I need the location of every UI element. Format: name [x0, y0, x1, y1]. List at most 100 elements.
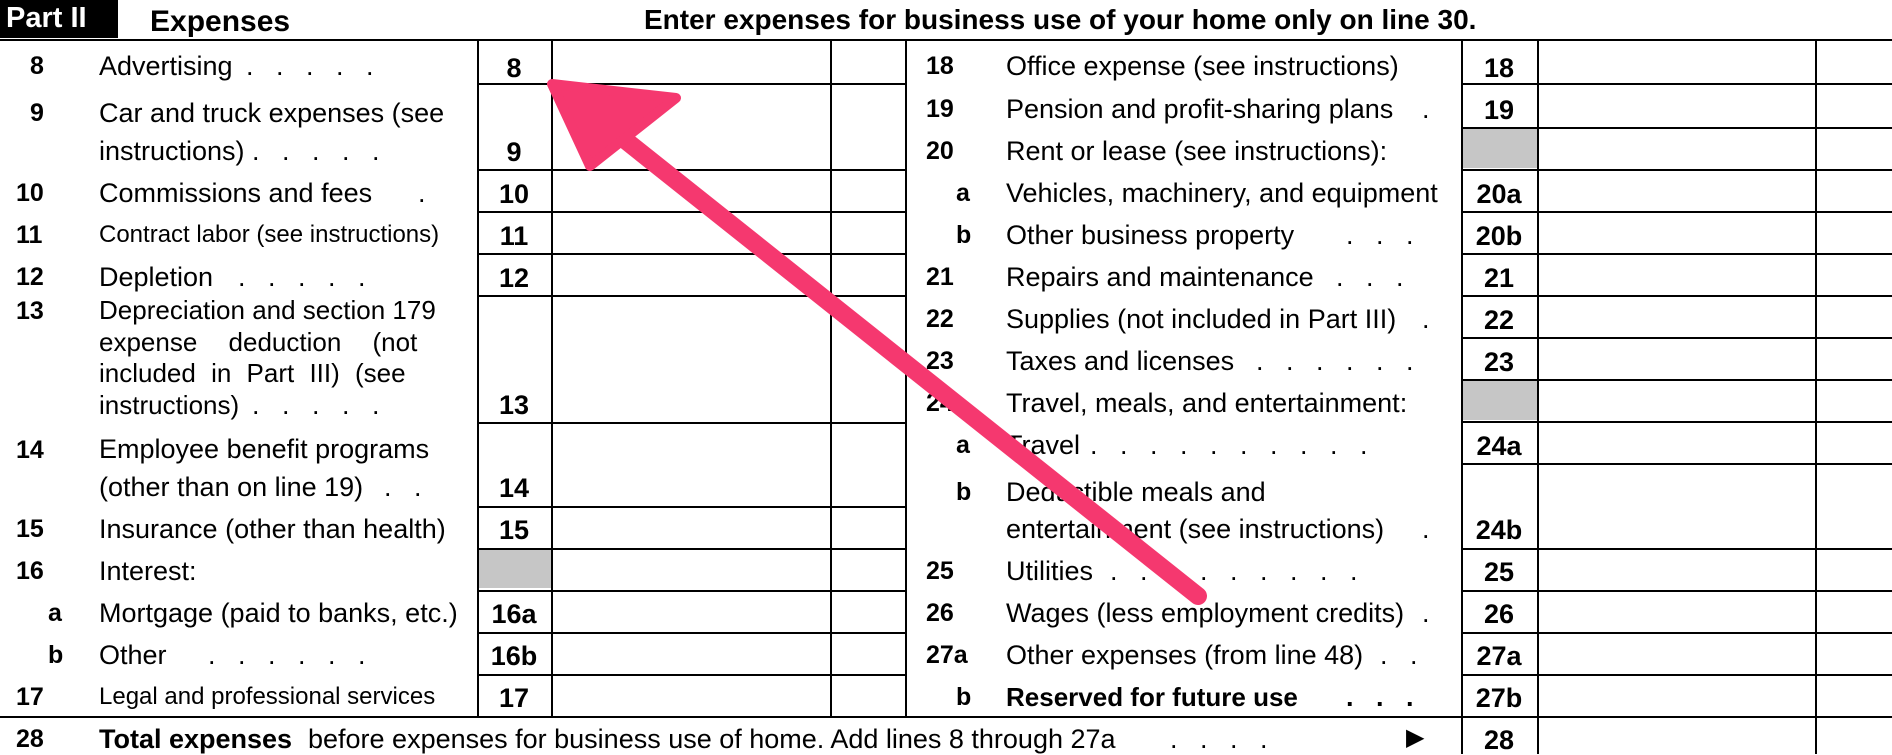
leader-dots: .: [1422, 598, 1430, 628]
line-number-17: 17: [16, 683, 44, 711]
leader-dots: . . . . . .: [208, 640, 366, 670]
amount-field-20b[interactable]: [1539, 212, 1892, 252]
grid-line: [1461, 41, 1463, 754]
amount-field-27b[interactable]: [1539, 675, 1892, 715]
leader-dots: . . . . .: [252, 136, 380, 166]
line-label-27a: Other expenses (from line 48): [1006, 640, 1364, 670]
amount-field-21[interactable]: [1539, 254, 1892, 294]
grid-line: [477, 295, 907, 297]
line-label-14b: (other than on line 19): [99, 472, 364, 502]
line-label-9a: Car and truck expenses (see: [99, 98, 445, 128]
line-label-13d: instructions): [99, 390, 240, 420]
line-number-27b: b: [956, 683, 972, 711]
line-code-16b: 16b: [490, 641, 538, 671]
amount-field-27a[interactable]: [1539, 633, 1892, 673]
amount-field-14[interactable]: [553, 423, 905, 505]
amount-field-15[interactable]: [553, 507, 905, 547]
grid-line: [1461, 169, 1892, 171]
grid-line: [477, 674, 907, 676]
line-number-24b: b: [956, 478, 972, 506]
line-code-20a: 20a: [1476, 179, 1522, 209]
amount-field-9[interactable]: [553, 84, 905, 168]
amount-field-16a[interactable]: [553, 591, 905, 631]
total-label-rest: before expenses for business use of home…: [308, 724, 1116, 754]
line-label-13a: Depreciation and section 179: [99, 295, 436, 325]
line-code-11: 11: [499, 221, 529, 251]
amount-field-24b[interactable]: [1539, 464, 1892, 547]
line-number-16b: b: [48, 641, 64, 669]
line-code-17: 17: [498, 683, 530, 713]
grid-line: [1461, 337, 1892, 339]
leader-dots: . . .: [1336, 262, 1404, 292]
amount-field-19[interactable]: [1539, 84, 1892, 124]
grid-line: [1537, 41, 1539, 754]
amount-field-22[interactable]: [1539, 296, 1892, 336]
line-code-18: 18: [1483, 53, 1515, 83]
line-label-27b: Reserved for future use: [1006, 682, 1298, 712]
amount-field-10[interactable]: [553, 170, 905, 210]
line-number-20b: b: [956, 221, 972, 249]
line-label-11: Contract labor (see instructions): [99, 221, 440, 248]
total-row-rule: [0, 716, 1892, 718]
line-label-20: Rent or lease (see instructions):: [1006, 136, 1388, 166]
grid-line: [1461, 253, 1892, 255]
amount-field-11[interactable]: [553, 212, 905, 252]
amount-field-25[interactable]: [1539, 549, 1892, 589]
amount-field-8[interactable]: [553, 42, 905, 82]
grid-line: [1461, 83, 1892, 85]
line-label-18: Office expense (see instructions): [1006, 51, 1399, 81]
line-label-24: Travel, meals, and entertainment:: [1006, 388, 1408, 418]
line-code-24b: 24b: [1475, 515, 1523, 545]
line-label-8: Advertising: [99, 51, 233, 81]
amount-field-17[interactable]: [553, 675, 905, 715]
leader-dots: . . . . . . . . .: [1110, 556, 1358, 586]
amount-field-13[interactable]: [553, 296, 905, 421]
grid-line: [477, 83, 907, 85]
amount-field-23[interactable]: [1539, 338, 1892, 378]
grid-line: [1461, 674, 1892, 676]
grid-line: [477, 590, 907, 592]
line-number-14: 14: [16, 436, 44, 464]
line-label-20b: Other business property: [1006, 220, 1295, 250]
amount-field-24a[interactable]: [1539, 422, 1892, 462]
amount-field-20a[interactable]: [1539, 170, 1892, 210]
line-number-22: 22: [926, 305, 954, 333]
grid-line: [1461, 211, 1892, 213]
line-code-8: 8: [506, 53, 522, 83]
line-code-13: 13: [498, 390, 530, 420]
total-label-bold: Total expenses: [99, 724, 293, 754]
line-label-9b: instructions): [99, 136, 245, 166]
line-label-26: Wages (less employment credits): [1006, 598, 1405, 628]
line-number-12: 12: [16, 263, 44, 291]
grid-line: [1461, 590, 1892, 592]
grid-line: [477, 422, 907, 424]
line-label-17: Legal and professional services: [99, 683, 436, 710]
amount-field-26[interactable]: [1539, 591, 1892, 631]
amount-field-12[interactable]: [553, 254, 905, 294]
leader-dots: . . . . .: [252, 390, 380, 420]
grid-line: [1461, 463, 1892, 465]
grid-line: [1461, 421, 1892, 423]
line-number-18: 18: [926, 52, 954, 80]
line-label-24b-2: entertainment (see instructions): [1006, 514, 1385, 544]
line-label-19: Pension and profit-sharing plans: [1006, 94, 1394, 124]
grid-line: [830, 41, 832, 716]
line-number-19: 19: [926, 95, 954, 123]
arrow-right-icon: ▶: [1406, 724, 1425, 751]
line-label-13c: included in Part III) (see: [99, 358, 406, 388]
grid-line: [477, 169, 907, 171]
line-code-20b: 20b: [1475, 221, 1523, 251]
amount-field-18[interactable]: [1539, 42, 1892, 82]
line-label-16: Interest:: [99, 556, 197, 586]
line-code-14: 14: [498, 473, 530, 503]
grid-line: [477, 632, 907, 634]
line-code-27a: 27a: [1476, 641, 1522, 671]
amount-field-16b[interactable]: [553, 633, 905, 673]
line-number-27a: 27a: [926, 641, 968, 669]
amount-field-28[interactable]: [1539, 718, 1892, 754]
grid-line: [1461, 379, 1892, 381]
grid-line: [477, 253, 907, 255]
grid-line: [1461, 295, 1892, 297]
line-code-19: 19: [1483, 95, 1515, 125]
